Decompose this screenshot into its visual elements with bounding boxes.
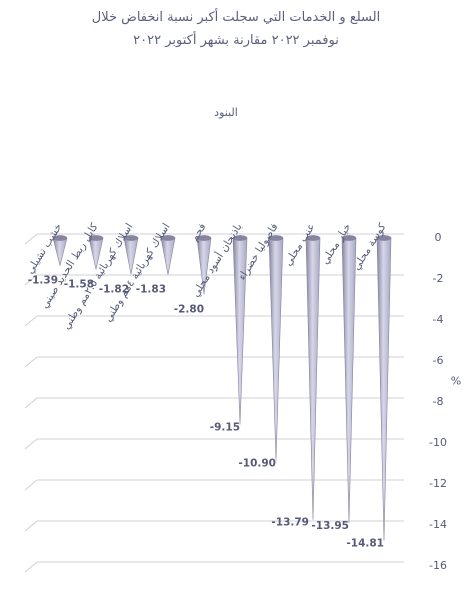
chart-title-line-2: نوفمبر ٢٠٢٢ مقارنة بشهر أكتوبر ٢٠٢٢ [133,33,339,48]
data-label: -13.95 [311,520,349,532]
data-label: -13.79 [271,517,309,529]
gridline-diag [24,315,38,327]
data-label: -9.15 [210,422,240,434]
data-label: -1.58 [64,278,94,290]
y-tick-label: -14 [429,518,447,531]
y-tick-label: 0 [435,231,442,244]
bar-cap [160,235,176,241]
gridline-diag [24,356,38,368]
gridline-diag [24,233,38,245]
bar-cap [123,235,139,241]
data-label: -14.81 [346,538,384,550]
bar [160,237,176,275]
x-axis-title: البنود [214,106,238,119]
data-label: -2.80 [174,303,204,315]
y-tick-label: -2 [433,272,444,285]
bar-cap [305,235,321,241]
bar-cap [232,235,248,241]
bar [305,237,321,520]
data-label: -1.82 [99,283,129,295]
y-tick-label: -8 [433,395,444,408]
gridline-diag [24,479,38,491]
data-label: -1.83 [136,284,166,296]
data-label: -10.90 [238,457,276,469]
y-tick-label: -10 [429,436,447,449]
y-tick-label: -4 [433,313,444,326]
gridline-diag [24,397,38,409]
bar-cap [88,235,104,241]
gridline-diag [24,520,38,532]
gridline-diag [24,438,38,450]
chart-title-line-1: السلع و الخدمات التي سجلت أكبر نسبة انخف… [91,10,381,25]
data-label: -1.39 [28,274,58,286]
bar [376,237,392,541]
bar-cap [341,235,357,241]
bar [268,237,284,461]
bar-cap [268,235,284,241]
y-tick-label: -12 [429,477,447,490]
bar-cap [376,235,392,241]
bar-cap [196,235,212,241]
y-tick-label: -6 [433,354,444,367]
bar-cap [52,235,68,241]
gridline-diag [24,561,38,573]
gridline-diag [24,274,38,286]
y-axis-title: % [451,375,461,388]
y-tick-label: -16 [429,559,447,572]
